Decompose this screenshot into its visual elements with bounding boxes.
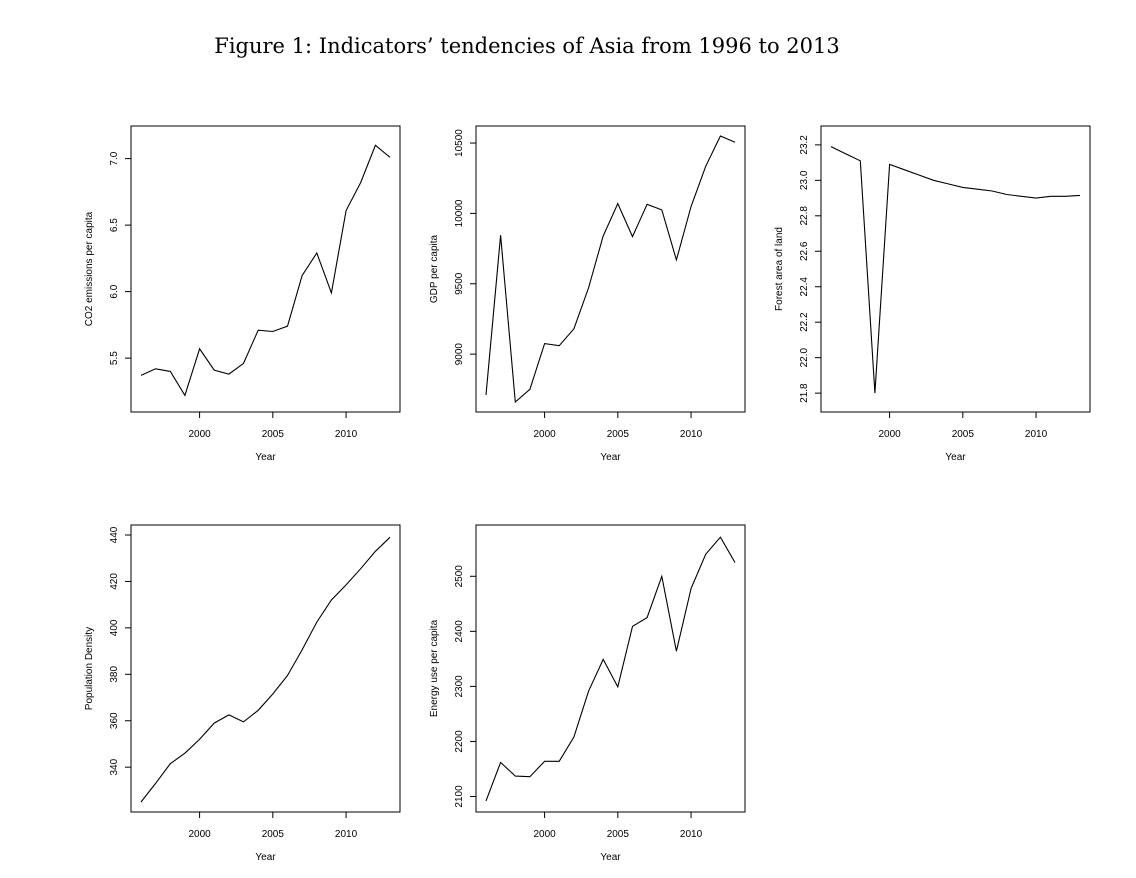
x-axis-label: Year <box>945 452 966 463</box>
y-tick-label: 22.6 <box>799 241 810 261</box>
y-tick-label: 9000 <box>454 343 465 366</box>
y-tick-label: 5.5 <box>109 351 120 365</box>
x-tick-label: 2000 <box>878 429 901 440</box>
series-line <box>485 135 736 404</box>
x-tick-label: 2010 <box>335 829 358 840</box>
y-tick-label: 440 <box>109 526 120 543</box>
x-tick-label: 2005 <box>607 429 630 440</box>
y-tick-label: 360 <box>109 712 120 729</box>
y-tick-label: 400 <box>109 619 120 636</box>
x-tick-label: 2000 <box>533 829 556 840</box>
x-axis-label: Year <box>600 852 621 863</box>
chart-panel-2: 2000 2005 2010 9000 9500 10000 10500 Year GDP pe… <box>429 125 746 463</box>
x-tick-label: 2000 <box>188 829 211 840</box>
y-tick-label: 23.2 <box>799 135 810 155</box>
series-line <box>830 146 1081 394</box>
y-tick-label: 6.0 <box>109 284 120 298</box>
x-axis-label: Year <box>600 452 621 463</box>
x-tick-label: 2010 <box>335 429 358 440</box>
x-tick-label: 2005 <box>262 429 285 440</box>
y-tick-label: 22.0 <box>799 347 810 367</box>
y-tick-label: 340 <box>109 758 120 775</box>
y-tick-label: 21.8 <box>799 383 810 403</box>
y-tick-label: 23.0 <box>799 170 810 190</box>
y-tick-label: 380 <box>109 666 120 683</box>
plot-frame <box>130 125 401 413</box>
y-tick-label: 2100 <box>454 785 465 808</box>
x-axis-label: Year <box>255 852 276 863</box>
y-axis-label: Population Density <box>84 627 95 710</box>
y-tick-label: 2500 <box>454 565 465 588</box>
figure-title: Figure 1: Indicators’ tendencies of Asia… <box>214 34 840 58</box>
y-tick-label: 2400 <box>454 620 465 643</box>
x-tick-label: 2000 <box>533 429 556 440</box>
chart-panel-4: 2000 2005 2010 340 360 380 400 420 440 Year Popula… <box>84 524 401 863</box>
x-axis-label: Year <box>255 452 276 463</box>
plot-frame <box>130 524 401 813</box>
y-tick-label: 22.2 <box>799 312 810 332</box>
y-axis-label: Forest area of land <box>774 227 785 311</box>
y-tick-label: 9500 <box>454 272 465 295</box>
chart-panel-1: 2000 2005 2010 5.5 6.0 6.5 7.0 Year CO2 emission… <box>84 125 401 463</box>
y-axis-label: Energy use per capita <box>429 619 440 717</box>
x-tick-label: 2005 <box>607 829 630 840</box>
x-tick-label: 2005 <box>952 429 975 440</box>
chart-panel-3: 2000 2005 2010 21.8 22.0 22.2 22.4 22.6 22.8 23.0… <box>774 125 1091 463</box>
x-tick-label: 2010 <box>680 429 703 440</box>
x-tick-label: 2010 <box>1025 429 1048 440</box>
y-tick-label: 10500 <box>454 129 465 157</box>
y-tick-label: 22.4 <box>799 277 810 297</box>
y-axis-label: CO2 emissions per capita <box>84 211 95 326</box>
series-line <box>140 144 391 397</box>
y-tick-label: 6.5 <box>109 218 120 232</box>
y-tick-label: 2200 <box>454 730 465 753</box>
y-tick-label: 420 <box>109 573 120 590</box>
series-line <box>140 536 391 803</box>
x-tick-label: 2010 <box>680 829 703 840</box>
y-tick-label: 2300 <box>454 675 465 698</box>
plot-frame <box>820 125 1091 413</box>
y-tick-label: 7.0 <box>109 151 120 165</box>
y-axis-label: GDP per capita <box>429 234 440 303</box>
plot-frame <box>475 524 746 813</box>
plot-frame <box>475 125 746 413</box>
x-tick-label: 2000 <box>188 429 211 440</box>
y-tick-label: 22.8 <box>799 206 810 226</box>
y-tick-label: 10000 <box>454 199 465 227</box>
chart-panel-5: 2000 2005 2010 2100 2200 2300 2400 2500 Year Ener… <box>429 524 746 863</box>
series-line <box>485 536 736 802</box>
x-tick-label: 2005 <box>262 829 285 840</box>
